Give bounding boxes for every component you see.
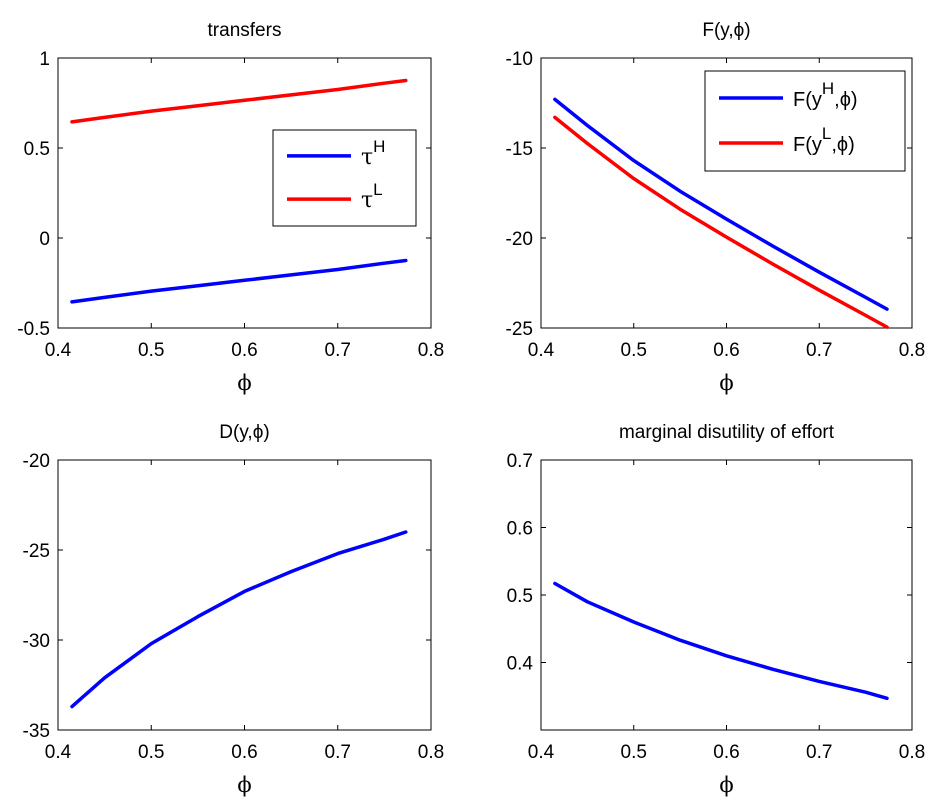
legend-label: F(yH,ϕ)	[793, 79, 858, 111]
y-tick-label: -35	[23, 721, 50, 742]
x-tick-label: 0.6	[713, 340, 739, 361]
x-tick-label: 0.6	[713, 742, 739, 763]
legend-box	[272, 129, 417, 227]
series-line-2	[70, 78, 408, 124]
plot-area	[540, 459, 913, 731]
y-tick-label: 0.6	[507, 519, 533, 540]
legend: τH τL	[272, 129, 417, 227]
x-axis-label: ϕ	[719, 773, 733, 797]
x-tick-label: 0.8	[899, 340, 925, 361]
series-line-2	[553, 115, 889, 329]
y-tick-label: -15	[506, 139, 533, 160]
x-tick-label: 0.4	[528, 340, 555, 361]
legend-box	[704, 70, 906, 172]
x-axis-label: ϕ	[237, 371, 251, 395]
y-tick-label: -25	[23, 541, 50, 562]
x-tick-label: 0.5	[621, 340, 647, 361]
legend-label: τL	[361, 180, 383, 213]
y-tick-label: -0.5	[17, 319, 50, 340]
x-tick-label: 0.7	[325, 340, 351, 361]
x-tick-label: 0.4	[45, 742, 72, 763]
panel-2: 0.4 0.5 0.6 0.7 0.8 -25 -20 -15 -10 F(y,ϕ) ϕ F(yH,ϕ…	[506, 20, 926, 395]
y-tick-label: -25	[506, 319, 533, 340]
y-tick-label: 0	[39, 229, 50, 250]
series-line-1	[70, 258, 408, 304]
panel-3: 0.4 0.5 0.6 0.7 0.8 -35 -30 -25 -20 D(y,ϕ) ϕ	[23, 422, 445, 797]
x-axis-label: ϕ	[719, 371, 733, 395]
x-tick-label: 0.8	[899, 742, 925, 763]
x-axis-label: ϕ	[237, 773, 251, 797]
y-tick-label: 0.4	[507, 654, 534, 675]
chart-title: marginal disutility of effort	[619, 422, 835, 443]
chart-title: D(y,ϕ)	[219, 422, 269, 443]
x-tick-label: 0.4	[528, 742, 555, 763]
x-tick-label: 0.5	[621, 742, 647, 763]
y-tick-label: -20	[506, 229, 533, 250]
y-tick-label: -30	[23, 631, 50, 652]
legend-label: F(yL,ϕ)	[793, 124, 855, 156]
x-tick-label: 0.7	[806, 340, 832, 361]
panel-4: 0.4 0.5 0.6 0.7 0.8 0.4 0.5 0.6 0.7 marginal disu…	[507, 422, 926, 797]
series-line-1	[553, 97, 889, 311]
y-tick-label: 1	[39, 49, 50, 70]
y-tick-label: 0.7	[507, 451, 533, 472]
x-tick-label: 0.8	[418, 340, 444, 361]
chart-title: transfers	[208, 20, 282, 41]
y-tick-label: -10	[506, 49, 533, 70]
x-tick-label: 0.4	[45, 340, 72, 361]
plot-area	[57, 459, 432, 731]
y-tick-label: 0.5	[507, 586, 533, 607]
legend: F(yH,ϕ) F(yL,ϕ)	[704, 70, 906, 172]
x-tick-label: 0.7	[806, 742, 832, 763]
series-line-1	[553, 581, 889, 701]
x-tick-label: 0.8	[418, 742, 444, 763]
x-tick-label: 0.7	[325, 742, 351, 763]
x-tick-label: 0.5	[138, 742, 164, 763]
y-tick-label: -20	[23, 451, 50, 472]
chart-title: F(y,ϕ)	[702, 20, 750, 41]
panel-1: 0.4 0.5 0.6 0.7 0.8 -0.5 0 0.5 1 transfers ϕ τH τL	[17, 20, 444, 395]
x-tick-label: 0.6	[231, 340, 257, 361]
x-tick-label: 0.5	[138, 340, 164, 361]
legend-label: τH	[361, 137, 385, 170]
series-line-1	[70, 530, 408, 709]
y-tick-label: 0.5	[24, 139, 50, 160]
x-tick-label: 0.6	[231, 742, 257, 763]
